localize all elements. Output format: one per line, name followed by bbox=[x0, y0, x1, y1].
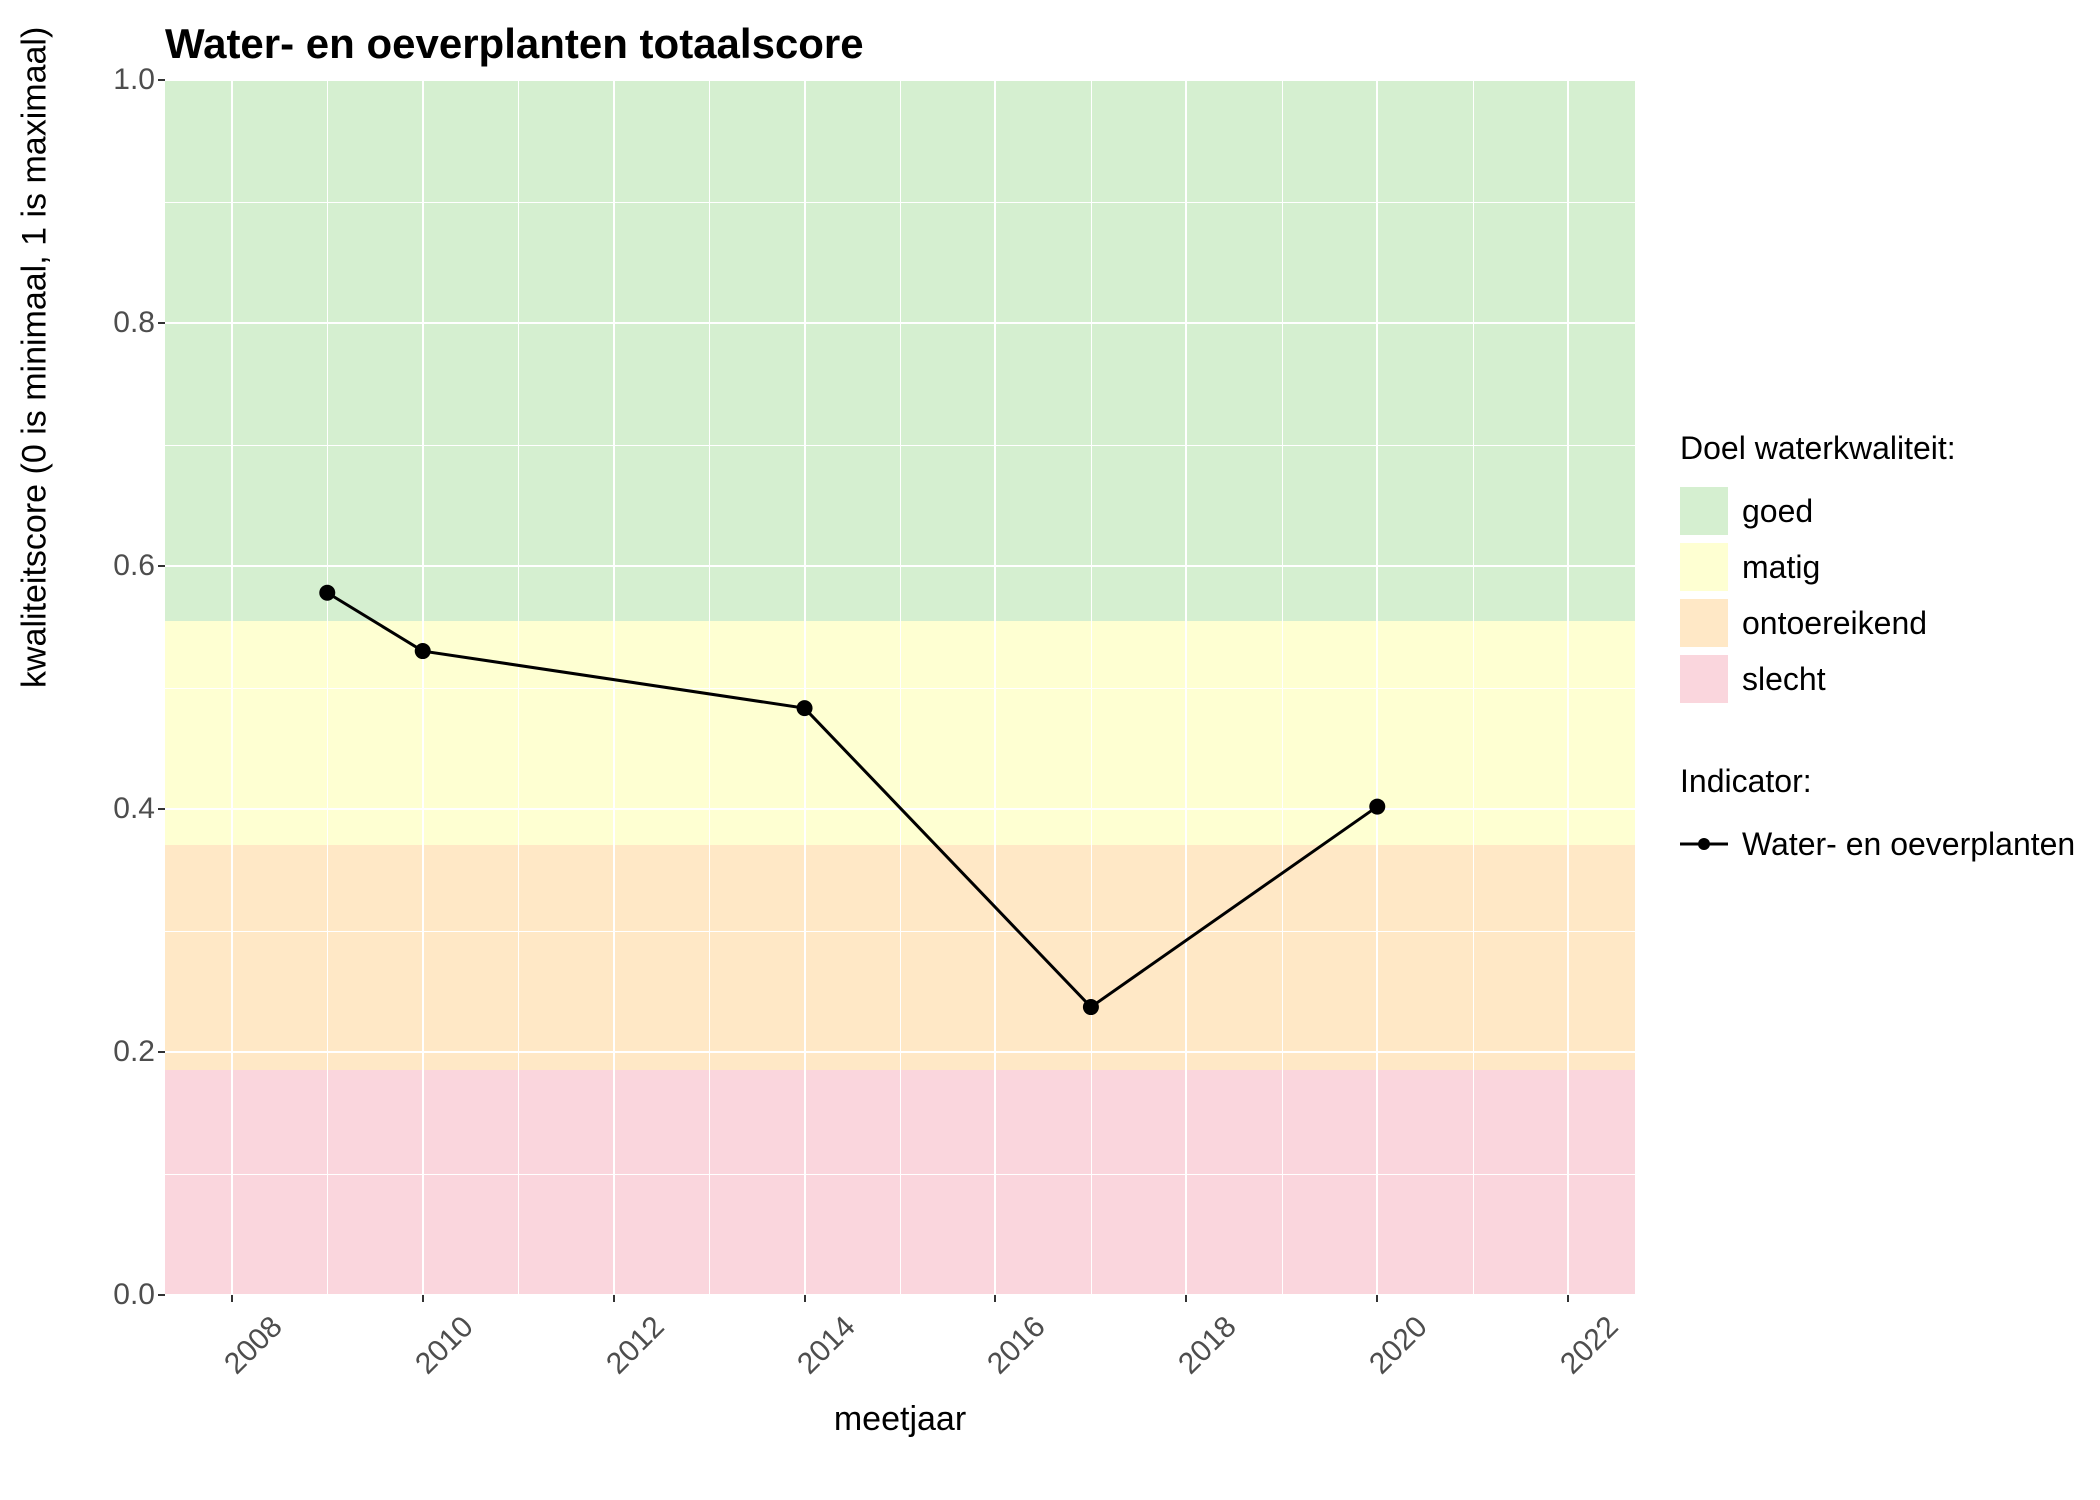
y-tick-mark bbox=[158, 322, 165, 324]
y-tick-mark bbox=[158, 1294, 165, 1296]
x-tick-label: 2018 bbox=[1173, 1310, 1244, 1381]
y-tick-label: 0.4 bbox=[75, 792, 155, 826]
chart-title: Water- en oeverplanten totaalscore bbox=[165, 20, 864, 68]
x-tick-mark bbox=[1185, 1295, 1187, 1302]
x-tick-mark bbox=[613, 1295, 615, 1302]
series-point bbox=[1083, 999, 1099, 1015]
y-tick-mark bbox=[158, 1051, 165, 1053]
x-tick-mark bbox=[231, 1295, 233, 1302]
x-tick-mark bbox=[1567, 1295, 1569, 1302]
legend-label: goed bbox=[1742, 493, 1813, 530]
line-layer bbox=[165, 80, 1635, 1295]
y-tick-label: 0.2 bbox=[75, 1035, 155, 1069]
series-line bbox=[327, 593, 1377, 1007]
x-tick-label: 2012 bbox=[600, 1310, 671, 1381]
legend-indicator-title: Indicator: bbox=[1680, 763, 2075, 800]
x-tick-label: 2008 bbox=[218, 1310, 289, 1381]
y-tick-label: 0.6 bbox=[75, 549, 155, 583]
legend-item: slecht bbox=[1680, 655, 2075, 703]
legend-swatch bbox=[1680, 655, 1728, 703]
series-point bbox=[415, 643, 431, 659]
legend-label: matig bbox=[1742, 549, 1820, 586]
legend-bands-list: goed matig ontoereikend slecht bbox=[1680, 487, 2075, 703]
y-tick-label: 0.0 bbox=[75, 1278, 155, 1312]
chart-container: Water- en oeverplanten totaalscore kwali… bbox=[0, 0, 2100, 1500]
legend-swatch bbox=[1680, 599, 1728, 647]
y-tick-mark bbox=[158, 808, 165, 810]
legend-swatch bbox=[1680, 543, 1728, 591]
x-tick-mark bbox=[804, 1295, 806, 1302]
legend: Doel waterkwaliteit: goed matig ontoereike… bbox=[1680, 430, 2075, 876]
x-tick-mark bbox=[994, 1295, 996, 1302]
x-tick-label: 2020 bbox=[1363, 1310, 1434, 1381]
x-tick-label: 2022 bbox=[1554, 1310, 1625, 1381]
series-point bbox=[797, 700, 813, 716]
y-axis-title: kwaliteitscore (0 is minimaal, 1 is maxi… bbox=[16, 27, 55, 688]
series-point bbox=[319, 585, 335, 601]
series-point bbox=[1369, 799, 1385, 815]
legend-label: slecht bbox=[1742, 661, 1826, 698]
y-tick-mark bbox=[158, 565, 165, 567]
legend-label: Water- en oeverplanten bbox=[1742, 826, 2075, 863]
y-tick-label: 1.0 bbox=[75, 63, 155, 97]
y-tick-label: 0.8 bbox=[75, 306, 155, 340]
y-tick-mark bbox=[158, 79, 165, 81]
legend-item: matig bbox=[1680, 543, 2075, 591]
x-tick-label: 2014 bbox=[791, 1310, 862, 1381]
x-axis-title: meetjaar bbox=[834, 1400, 966, 1439]
legend-label: ontoereikend bbox=[1742, 605, 1927, 642]
legend-bands-title: Doel waterkwaliteit: bbox=[1680, 430, 2075, 467]
plot-area bbox=[165, 80, 1635, 1295]
legend-swatch bbox=[1680, 487, 1728, 535]
legend-item: ontoereikend bbox=[1680, 599, 2075, 647]
x-tick-mark bbox=[1376, 1295, 1378, 1302]
x-tick-label: 2010 bbox=[409, 1310, 480, 1381]
legend-item: Water- en oeverplanten bbox=[1680, 820, 2075, 868]
legend-item: goed bbox=[1680, 487, 2075, 535]
legend-series-list: Water- en oeverplanten bbox=[1680, 820, 2075, 868]
x-tick-mark bbox=[422, 1295, 424, 1302]
x-tick-label: 2016 bbox=[982, 1310, 1053, 1381]
legend-line-icon bbox=[1680, 820, 1728, 868]
